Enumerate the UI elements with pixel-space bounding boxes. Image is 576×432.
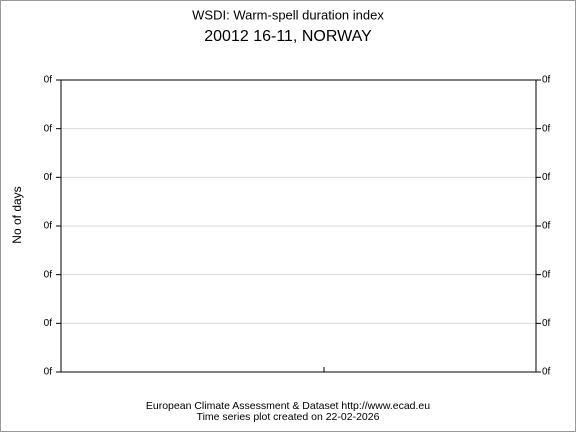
y-tick-label: 0f xyxy=(44,269,53,280)
y-axis-label: No of days xyxy=(10,186,24,243)
y2-tick-label: 0f xyxy=(542,172,551,183)
y2-tick-label: 0f xyxy=(542,75,551,86)
y-tick-label: 0f xyxy=(44,123,53,134)
y-tick-label: 0f xyxy=(44,172,53,183)
y2-tick-label: 0f xyxy=(542,123,551,134)
y2-tick-label: 0f xyxy=(542,221,551,232)
footer-line: European Climate Assessment & Dataset ht… xyxy=(146,400,430,412)
y-tick-label: 0f xyxy=(44,367,53,378)
chart-title: WSDI: Warm-spell duration index xyxy=(192,7,384,22)
y-tick-label: 0f xyxy=(44,75,53,86)
y2-tick-label: 0f xyxy=(542,318,551,329)
y2-tick-label: 0f xyxy=(542,269,551,280)
chart-subtitle: 20012 16-11, NORWAY xyxy=(204,28,372,45)
footer-line: Time series plot created on 22-02-2026 xyxy=(197,411,380,423)
y-tick-label: 0f xyxy=(44,318,53,329)
plot-area xyxy=(61,128,536,324)
y-tick-label: 0f xyxy=(44,221,53,232)
y2-tick-label: 0f xyxy=(542,367,551,378)
